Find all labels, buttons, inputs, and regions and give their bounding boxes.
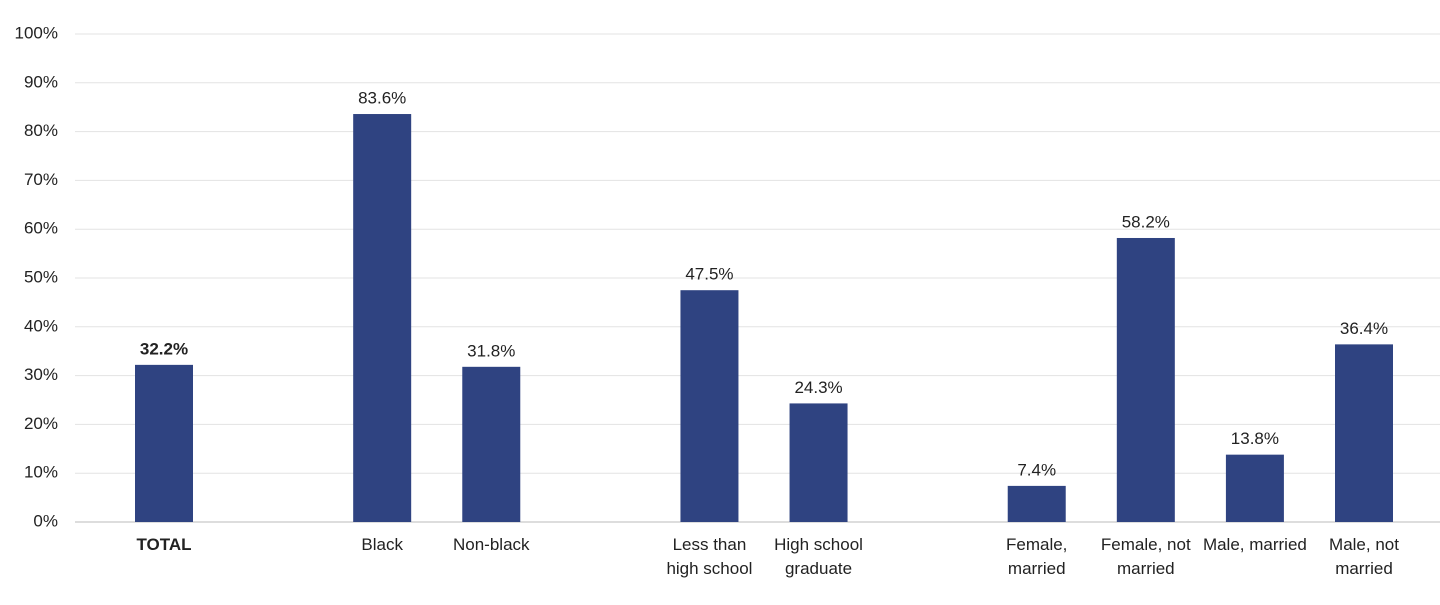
bar xyxy=(353,114,412,523)
bar xyxy=(680,290,739,522)
bar xyxy=(462,366,521,522)
y-tick-label: 60% xyxy=(24,219,58,238)
bar xyxy=(1335,344,1393,522)
y-tick-label: 50% xyxy=(24,267,58,286)
y-tick-label: 0% xyxy=(33,511,58,530)
y-tick-label: 100% xyxy=(15,23,58,42)
value-label: 7.4% xyxy=(1017,460,1056,479)
bar xyxy=(1007,485,1066,522)
y-tick-label: 70% xyxy=(24,170,58,189)
y-tick-label: 40% xyxy=(24,316,58,335)
bar xyxy=(1225,454,1284,522)
x-tick-label: Male, married xyxy=(1202,535,1307,554)
value-label: 83.6% xyxy=(358,89,406,108)
value-label: 47.5% xyxy=(685,265,733,284)
value-label: 31.8% xyxy=(467,341,515,360)
bar xyxy=(1116,237,1175,522)
x-tick-label: TOTAL xyxy=(136,535,192,554)
value-label: 24.3% xyxy=(794,378,842,397)
x-tick-label: Female, married xyxy=(1006,535,1068,578)
value-label: 13.8% xyxy=(1231,429,1279,448)
x-tick-label: Black xyxy=(361,535,403,554)
y-tick-label: 90% xyxy=(24,72,58,91)
value-label: 32.2% xyxy=(140,339,188,358)
x-tick-label: Non-black xyxy=(452,535,530,554)
y-tick-label: 30% xyxy=(24,365,58,384)
x-tick-label: Less than high school xyxy=(666,535,753,578)
bar xyxy=(135,364,193,522)
value-label: 58.2% xyxy=(1122,212,1170,231)
bar xyxy=(789,403,848,522)
value-label: 36.4% xyxy=(1340,319,1388,338)
x-tick-label: Female, not married xyxy=(1100,535,1191,578)
y-tick-label: 10% xyxy=(24,463,58,482)
y-tick-label: 20% xyxy=(24,414,58,433)
x-tick-label: Male, not married xyxy=(1329,535,1399,578)
y-tick-label: 80% xyxy=(24,121,58,140)
x-tick-label: High school graduate xyxy=(774,535,863,578)
